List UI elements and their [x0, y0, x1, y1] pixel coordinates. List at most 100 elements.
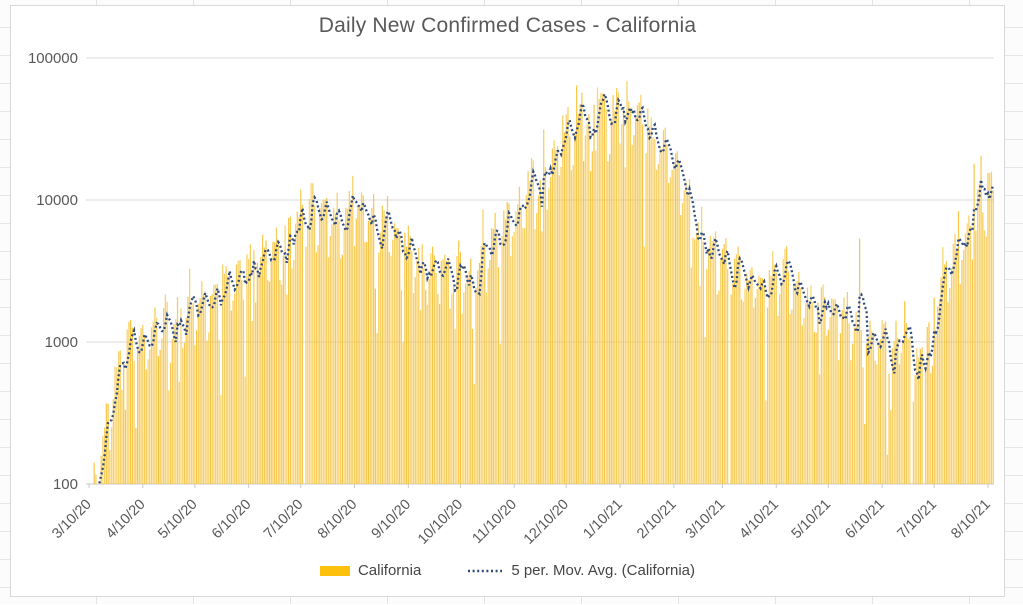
daily-cases-bar: [692, 237, 694, 484]
daily-cases-bar: [534, 229, 536, 484]
daily-cases-bar: [461, 313, 463, 484]
daily-cases-bar: [563, 132, 566, 484]
daily-cases-bar: [544, 167, 547, 484]
daily-cases-bar: [642, 124, 644, 484]
daily-cases-bar: [116, 367, 118, 484]
daily-cases-bar: [425, 289, 427, 484]
daily-cases-bar: [740, 299, 743, 484]
chart-title: Daily New Confirmed Cases - California: [318, 14, 697, 37]
x-tick-label: 8/10/20: [315, 497, 361, 543]
daily-cases-bar: [107, 403, 109, 484]
daily-cases-bar: [789, 314, 791, 484]
daily-cases-bar: [296, 211, 298, 484]
daily-cases-bar: [169, 362, 172, 484]
daily-cases-bar: [673, 163, 675, 484]
daily-cases-bar: [268, 281, 271, 484]
daily-cases-bar: [379, 232, 382, 484]
daily-cases-bar: [374, 288, 376, 484]
daily-cases-bar: [515, 211, 517, 485]
daily-cases-bar: [867, 336, 869, 484]
daily-cases-bar: [386, 196, 389, 484]
daily-cases-bar: [621, 124, 623, 484]
daily-cases-bar: [619, 143, 621, 484]
daily-cases-bar: [164, 294, 166, 484]
daily-cases-bar: [360, 192, 363, 484]
daily-cases-bar: [615, 88, 618, 485]
daily-cases-bar: [173, 323, 175, 484]
daily-cases-bar: [485, 292, 488, 484]
daily-cases-bar: [140, 328, 142, 484]
daily-cases-bar: [961, 260, 963, 484]
dotted-line-swatch-icon: [468, 569, 503, 572]
daily-cases-bar: [843, 297, 845, 484]
daily-cases-bar: [676, 151, 678, 484]
daily-cases-bar: [190, 305, 193, 484]
daily-cases-bar: [652, 137, 654, 484]
daily-cases-bar: [737, 246, 739, 484]
daily-cases-bar: [680, 215, 682, 484]
daily-cases-bar: [824, 297, 826, 484]
daily-cases-bar: [805, 303, 807, 484]
daily-cases-bar: [648, 126, 651, 484]
daily-cases-bar: [900, 353, 902, 484]
daily-cases-bar: [260, 256, 262, 484]
daily-cases-bar: [678, 161, 680, 484]
daily-cases-bar: [163, 307, 165, 484]
daily-cases-bar: [352, 175, 354, 484]
daily-cases-bar: [553, 140, 555, 484]
daily-cases-bar: [881, 319, 883, 484]
daily-cases-bar: [687, 193, 689, 484]
daily-cases-bar: [124, 409, 127, 484]
daily-cases-bar: [142, 324, 144, 484]
daily-cases-bar: [541, 231, 543, 484]
daily-cases-bar: [189, 268, 191, 484]
daily-cases-bar: [409, 235, 411, 484]
daily-cases-bar: [123, 363, 125, 484]
daily-cases-bar: [699, 285, 701, 484]
daily-cases-bar: [329, 235, 331, 484]
daily-cases-bar: [643, 246, 645, 484]
daily-cases-bar: [862, 367, 864, 484]
daily-cases-bar: [550, 177, 552, 484]
daily-cases-bar: [586, 123, 588, 484]
daily-cases-bar: [787, 271, 790, 484]
daily-cases-bar: [810, 285, 812, 484]
daily-cases-bar: [246, 254, 248, 484]
daily-cases-bar: [706, 269, 708, 484]
x-tick-label: 9/10/20: [369, 497, 415, 543]
bars-california: [93, 81, 994, 485]
daily-cases-bar: [241, 280, 243, 484]
daily-cases-bar: [426, 304, 429, 484]
daily-cases-bar: [364, 242, 366, 484]
daily-cases-bar: [301, 204, 304, 485]
daily-cases-bar: [182, 348, 184, 484]
daily-cases-bar: [506, 201, 508, 484]
daily-cases-bar: [136, 349, 139, 484]
moving-average-line: [98, 90, 995, 484]
daily-cases-bar: [798, 272, 800, 484]
daily-cases-bar: [369, 217, 371, 485]
daily-cases-bar: [333, 208, 335, 485]
daily-cases-bar: [869, 320, 871, 484]
daily-cases-bar: [213, 284, 215, 484]
daily-cases-bar: [874, 360, 876, 484]
daily-cases-bar: [806, 287, 809, 484]
daily-cases-bar: [595, 150, 597, 484]
daily-cases-bar: [496, 232, 498, 484]
daily-cases-bar: [817, 302, 819, 484]
x-tick-label: 4/10/21: [737, 497, 783, 543]
chart-card[interactable]: Daily New Confirmed Cases - California 1…: [10, 5, 1005, 597]
daily-cases-bar: [536, 213, 538, 484]
daily-cases-bar: [175, 319, 177, 484]
daily-cases-bar: [225, 266, 227, 484]
daily-cases-bar: [607, 161, 609, 484]
daily-cases-bar: [459, 252, 462, 484]
daily-cases-bar: [780, 286, 783, 484]
daily-cases-bar: [949, 287, 951, 484]
daily-cases-bar: [973, 163, 975, 484]
daily-cases-bar: [916, 348, 918, 484]
daily-cases-bar: [511, 235, 514, 484]
daily-cases-bar: [499, 343, 501, 484]
daily-cases-bar: [779, 294, 781, 484]
daily-cases-bar: [393, 223, 396, 484]
